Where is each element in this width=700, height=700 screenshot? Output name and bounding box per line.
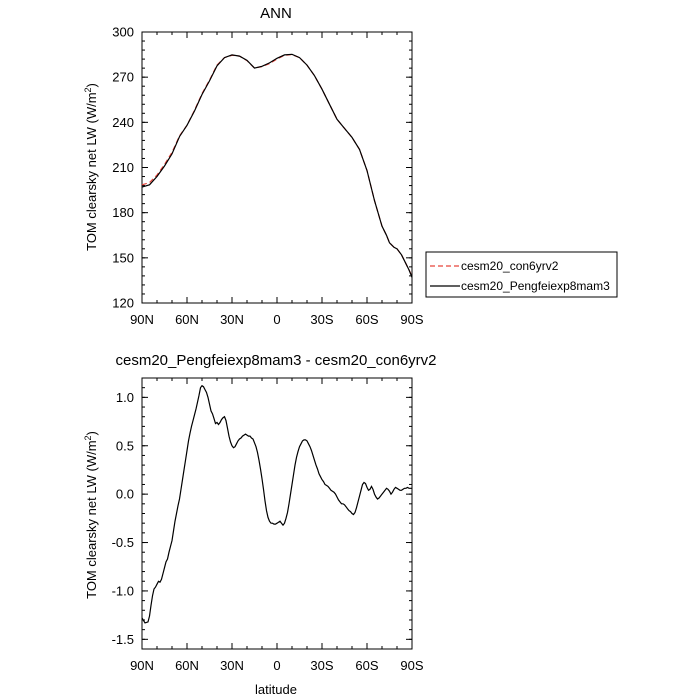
top-xtick-label: 90S xyxy=(400,312,423,327)
top-series-line-2 xyxy=(141,53,413,278)
top-ytick-label: 300 xyxy=(112,25,134,40)
bottom-ytick-label: 0.0 xyxy=(116,487,134,502)
bottom-panel-title: cesm20_Pengfeiexp8mam3 - cesm20_con6yrv2 xyxy=(116,352,437,369)
top-ylabel-main: TOM clearsky net LW (W/m xyxy=(84,92,99,250)
bottom-panel-frame xyxy=(141,377,413,650)
top-ytick-label: 150 xyxy=(112,250,134,265)
top-xtick-label: 90N xyxy=(130,312,154,327)
top-xtick-label: 30N xyxy=(220,312,244,327)
top-panel-series xyxy=(141,53,413,278)
top-ylabel-sup: 2 xyxy=(83,87,93,92)
legend-label-con6yrv2: cesm20_con6yrv2 xyxy=(461,259,559,273)
bottom-panel-ylabel: TOM clearsky net LW (W/m2) xyxy=(83,431,99,599)
top-ytick-label: 120 xyxy=(112,296,134,311)
bottom-ylabel-main: TOM clearsky net LW (W/m xyxy=(84,440,99,598)
top-xtick-label: 60N xyxy=(175,312,199,327)
top-ytick-label: 270 xyxy=(112,70,134,85)
top-panel-ticks: 90N 60N 30N 0 30S 60S 90S 120 150 180 210 240 270 300 xyxy=(112,25,424,328)
bottom-ytick-label: -1.0 xyxy=(112,583,134,598)
bottom-series-line-1 xyxy=(141,384,412,624)
top-ytick-label: 210 xyxy=(112,160,134,175)
top-ytick-label: 180 xyxy=(112,205,134,220)
bottom-xtick-label: 90S xyxy=(400,658,423,673)
top-panel: ANN 90N 60N 30N 0 30S 60S 90S 120 150 180 210 240 27… xyxy=(83,5,424,327)
bottom-ylabel-tail: ) xyxy=(84,431,99,435)
bottom-xtick-label: 0 xyxy=(273,658,280,673)
top-panel-title: ANN xyxy=(260,5,292,22)
bottom-xtick-label: 60S xyxy=(355,658,378,673)
top-panel-frame xyxy=(141,31,413,304)
top-ylabel-tail: ) xyxy=(84,83,99,87)
bottom-xtick-label: 60N xyxy=(175,658,199,673)
top-xtick-label: 60S xyxy=(355,312,378,327)
bottom-panel-ticks: 90N 60N 30N 0 30S 60S 90S -1.5 -1.0 -0.5 0.0 0.5 1.0 xyxy=(112,377,424,673)
top-series-line-1 xyxy=(141,53,413,277)
legend: cesm20_con6yrv2 cesm20_Pengfeiexp8mam3 xyxy=(425,251,618,298)
top-xtick-label: 0 xyxy=(273,312,280,327)
legend-box xyxy=(425,251,618,298)
top-panel-ylabel: TOM clearsky net LW (W/m2) xyxy=(83,83,99,251)
bottom-xtick-label: 90N xyxy=(130,658,154,673)
bottom-ylabel-sup: 2 xyxy=(83,435,93,440)
top-xtick-label: 30S xyxy=(310,312,333,327)
top-ytick-label: 240 xyxy=(112,115,134,130)
bottom-ytick-label: -0.5 xyxy=(112,535,134,550)
bottom-ytick-label: 0.5 xyxy=(116,438,134,453)
bottom-xtick-label: 30S xyxy=(310,658,333,673)
bottom-panel-xlabel: latitude xyxy=(255,682,297,697)
bottom-panel: cesm20_Pengfeiexp8mam3 - cesm20_con6yrv2… xyxy=(83,352,437,697)
legend-label-pengfei: cesm20_Pengfeiexp8mam3 xyxy=(461,279,610,293)
bottom-xtick-label: 30N xyxy=(220,658,244,673)
bottom-panel-series xyxy=(141,384,412,624)
bottom-ytick-label: 1.0 xyxy=(116,390,134,405)
bottom-ytick-label: -1.5 xyxy=(112,632,134,647)
